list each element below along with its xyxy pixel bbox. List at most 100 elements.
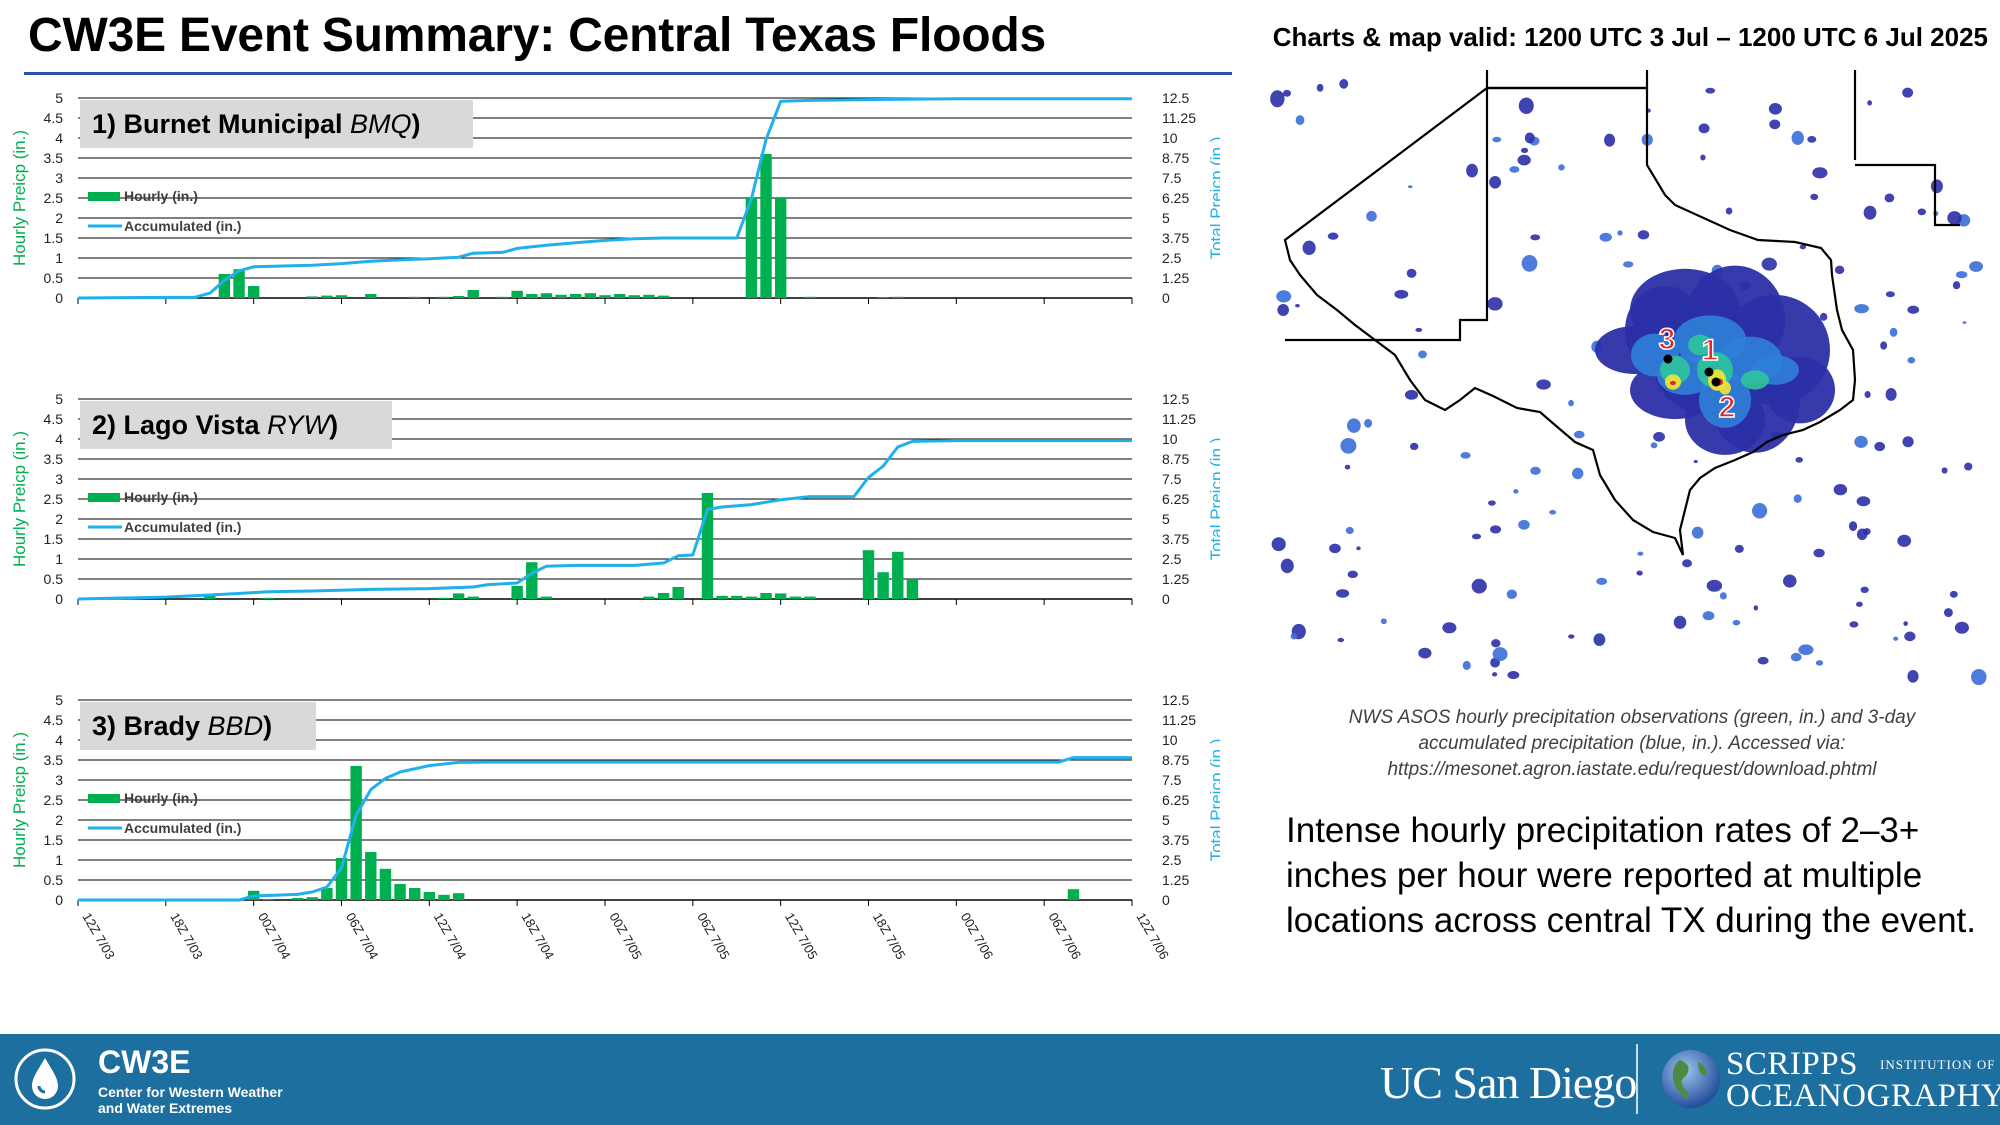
precip-speck	[1487, 297, 1503, 311]
chart-title-box	[80, 702, 316, 750]
hourly-bar	[365, 852, 377, 900]
y-right-tick-label: 2.5	[1162, 551, 1182, 567]
x-tick-label: 18Z 7/04	[519, 910, 558, 962]
precip-speck	[1406, 268, 1417, 278]
precip-speck	[1807, 136, 1817, 143]
precip-speck	[1874, 441, 1886, 452]
hourly-bar	[657, 295, 670, 298]
y-left-tick-label: 0.5	[44, 872, 64, 888]
precip-speck	[1793, 494, 1802, 503]
precip-speck	[1854, 303, 1869, 314]
y-left-tick-label: 3.5	[44, 451, 64, 467]
station-dot-lagovista	[1711, 377, 1721, 387]
precip-speck	[1491, 639, 1501, 648]
precip-speck	[1971, 668, 1987, 686]
legend-hourly-label: Hourly (in.)	[124, 188, 198, 204]
precip-speck	[1415, 327, 1423, 333]
precip-speck	[1734, 544, 1744, 553]
chart-title: 2) Lago Vista RYW)	[92, 410, 338, 440]
y-right-tick-label: 5	[1162, 511, 1170, 527]
chart-panel-3: 0 0.5 1 1.5 2 2.5 3 3.5 4 4.5 5 0 1.25 2.5 3.75 5 6.25 7.…	[10, 692, 1220, 962]
hourly-bar	[262, 899, 275, 900]
hourly-bar	[760, 593, 772, 599]
marker-label-2: 2	[1719, 391, 1736, 424]
precip-map: 3 1 2	[1270, 70, 1987, 686]
precip-field-max	[1670, 380, 1676, 386]
y-left-tick-label: 2	[55, 511, 63, 527]
marker-label-3: 3	[1659, 323, 1676, 356]
precip-speck	[1691, 526, 1704, 539]
chart-title-code: BMQ	[350, 109, 412, 139]
valid-time-label: Charts & map valid: 1200 UTC 3 Jul – 120…	[1272, 22, 1988, 52]
precip-speck	[1903, 621, 1908, 626]
y-right-tick-label: 0	[1162, 290, 1170, 306]
hourly-bar	[555, 294, 567, 298]
precip-speck	[1902, 436, 1914, 448]
chart-title-name: 1) Burnet Municipal	[92, 109, 350, 139]
precip-speck	[1536, 379, 1551, 390]
y-left-tick-label: 3	[55, 170, 63, 186]
precip-speck	[1290, 632, 1298, 640]
precip-speck	[1380, 618, 1387, 625]
precip-speck	[1650, 442, 1658, 449]
precip-speck	[1506, 589, 1517, 600]
chart-title-suffix: )	[329, 410, 338, 440]
hourly-bar	[467, 596, 479, 599]
station-dot-brady	[1663, 354, 1673, 364]
precip-speck	[1340, 437, 1357, 454]
precip-speck	[1854, 435, 1868, 448]
chart-title-code: BBD	[208, 711, 264, 741]
precip-speck	[1418, 350, 1427, 359]
precip-speck	[1917, 208, 1927, 216]
precip-speck	[1863, 205, 1877, 220]
precip-speck	[1719, 592, 1727, 600]
precip-speck	[1530, 466, 1541, 475]
y-right-tick-label: 0	[1162, 892, 1170, 908]
y-right-tick-label: 10	[1162, 431, 1178, 447]
x-tick-label: 00Z 7/06	[958, 910, 997, 962]
hourly-bar	[892, 296, 904, 298]
precip-speck	[1705, 87, 1716, 94]
y-right-tick-label: 3.75	[1162, 230, 1189, 246]
accumulated-line	[78, 756, 1132, 902]
x-tick-label: 06Z 7/05	[694, 910, 733, 962]
y-right-tick-label: 5	[1162, 210, 1170, 226]
y-right-tick-label: 11.25	[1162, 411, 1196, 427]
hourly-bar	[233, 269, 245, 298]
state-boundaries	[1283, 70, 1960, 556]
legend-hourly-swatch	[88, 794, 120, 803]
y-right-tick-label: 2.5	[1162, 250, 1182, 266]
hourly-bar	[204, 595, 216, 599]
precip-speck	[1856, 496, 1871, 507]
precip-speck	[1345, 526, 1354, 535]
station-charts: 0 0.5 1 1.5 2 2.5 3 3.5 4 4.5 5 0 1.25 2.5 3.75 5 6.25 7.…	[10, 90, 1220, 962]
chart-title-code: RYW	[267, 410, 332, 440]
precip-speck	[1799, 244, 1807, 250]
hourly-bar	[379, 868, 392, 900]
precip-speck	[1492, 647, 1508, 662]
precip-speck	[1962, 321, 1967, 324]
precip-speck	[1702, 611, 1715, 621]
precip-speck	[1593, 633, 1606, 646]
precip-speck	[1885, 291, 1895, 298]
hourly-bar	[804, 296, 816, 298]
precip-speck	[1947, 211, 1962, 225]
hourly-bar	[584, 293, 597, 298]
hourly-bar	[452, 593, 465, 599]
precip-speck	[1335, 589, 1350, 598]
precip-speck	[1271, 537, 1286, 552]
precip-speck	[1418, 647, 1432, 659]
title-divider	[24, 72, 1232, 75]
precip-speck	[1316, 83, 1324, 92]
precip-speck	[1599, 232, 1612, 242]
precip-speck	[1302, 240, 1316, 255]
hourly-bar	[423, 892, 436, 900]
precip-speck	[1568, 634, 1575, 639]
precip-speck	[1954, 621, 1969, 634]
y-right-tick-label: 5	[1162, 812, 1170, 828]
precip-speck	[1524, 132, 1535, 144]
y-right-tick-label: 1.25	[1162, 270, 1189, 286]
precip-speck	[1897, 534, 1912, 547]
precip-speck	[1700, 154, 1706, 161]
hourly-bar	[218, 274, 231, 298]
